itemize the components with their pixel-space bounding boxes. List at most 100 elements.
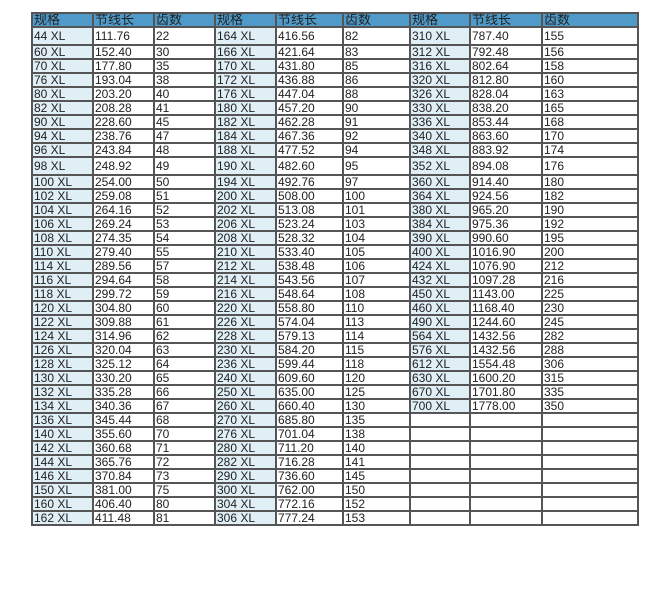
cell-spec: 576 XL — [409, 342, 471, 358]
cell-teeth: 114 — [342, 328, 411, 344]
cell-teeth: 92 — [342, 128, 411, 144]
cell-pitch-length: 883.92 — [469, 142, 543, 158]
cell-spec: 102 XL — [31, 188, 94, 204]
cell-pitch-length: 1432.56 — [469, 328, 543, 344]
table-row: 132 XL 335.28 66 250 XL 635.00 125 670 XL 1701.… — [31, 384, 639, 400]
header-pitch-length: 节线长 — [92, 12, 155, 28]
cell-pitch-length: 320.04 — [92, 342, 155, 358]
cell-spec — [409, 440, 471, 456]
cell-teeth: 160 — [541, 72, 639, 88]
cell-spec: 700 XL — [409, 398, 471, 414]
cell-pitch-length: 609.60 — [275, 370, 344, 386]
cell-teeth: 48 — [153, 142, 216, 158]
cell-pitch-length — [469, 426, 543, 442]
cell-pitch-length: 208.28 — [92, 100, 155, 116]
table-row: 76 XL 193.04 38 172 XL 436.88 86 320 XL 812.80 1… — [31, 72, 639, 88]
cell-teeth: 195 — [541, 230, 639, 246]
cell-teeth: 64 — [153, 356, 216, 372]
cell-teeth: 67 — [153, 398, 216, 414]
cell-pitch-length: 492.76 — [275, 174, 344, 190]
cell-pitch-length: 238.76 — [92, 128, 155, 144]
header-spec: 规格 — [409, 12, 471, 28]
cell-teeth: 282 — [541, 328, 639, 344]
table-row: 120 XL 304.80 60 220 XL 558.80 110 460 XL 1168.… — [31, 300, 639, 316]
cell-pitch-length: 259.08 — [92, 188, 155, 204]
cell-pitch-length: 335.28 — [92, 384, 155, 400]
cell-teeth: 152 — [342, 496, 411, 512]
cell-pitch-length — [469, 454, 543, 470]
cell-spec: 340 XL — [409, 128, 471, 144]
table-row: 126 XL 320.04 63 230 XL 584.20 115 576 XL 1432.… — [31, 342, 639, 358]
cell-pitch-length: 279.40 — [92, 244, 155, 260]
table-row: 146 XL 370.84 73 290 XL 736.60 145 — [31, 468, 639, 484]
cell-pitch-length: 599.44 — [275, 356, 344, 372]
cell-pitch-length: 990.60 — [469, 230, 543, 246]
cell-spec — [409, 468, 471, 484]
table-row: 144 XL 365.76 72 282 XL 716.28 141 — [31, 454, 639, 470]
cell-spec: 216 XL — [214, 286, 277, 302]
cell-pitch-length: 462.28 — [275, 114, 344, 130]
cell-pitch-length: 924.56 — [469, 188, 543, 204]
cell-spec: 134 XL — [31, 398, 94, 414]
cell-pitch-length: 762.00 — [275, 482, 344, 498]
cell-pitch-length: 274.35 — [92, 230, 155, 246]
cell-spec: 90 XL — [31, 114, 94, 130]
cell-spec: 80 XL — [31, 86, 94, 102]
cell-pitch-length: 523.24 — [275, 216, 344, 232]
cell-spec: 220 XL — [214, 300, 277, 316]
cell-pitch-length: 309.88 — [92, 314, 155, 330]
cell-spec: 260 XL — [214, 398, 277, 414]
cell-spec: 214 XL — [214, 272, 277, 288]
cell-spec: 240 XL — [214, 370, 277, 386]
cell-pitch-length: 304.80 — [92, 300, 155, 316]
cell-teeth: 55 — [153, 244, 216, 260]
cell-spec: 364 XL — [409, 188, 471, 204]
cell-pitch-length: 269.24 — [92, 216, 155, 232]
cell-pitch-length: 228.60 — [92, 114, 155, 130]
cell-teeth: 95 — [342, 156, 411, 176]
cell-spec: 142 XL — [31, 440, 94, 456]
cell-pitch-length: 584.20 — [275, 342, 344, 358]
table-row: 100 XL 254.00 50 194 XL 492.76 97 360 XL 914.40… — [31, 174, 639, 190]
cell-spec: 164 XL — [214, 26, 277, 46]
cell-teeth: 101 — [342, 202, 411, 218]
cell-pitch-length: 1076.90 — [469, 258, 543, 274]
table-row: 96 XL 243.84 48 188 XL 477.52 94 348 XL 883.92 1… — [31, 142, 639, 158]
cell-teeth: 105 — [342, 244, 411, 260]
cell-teeth — [541, 426, 639, 442]
cell-teeth: 306 — [541, 356, 639, 372]
cell-teeth: 41 — [153, 100, 216, 116]
cell-pitch-length: 543.56 — [275, 272, 344, 288]
cell-teeth: 61 — [153, 314, 216, 330]
cell-pitch-length: 406.40 — [92, 496, 155, 512]
cell-teeth: 110 — [342, 300, 411, 316]
cell-spec: 136 XL — [31, 412, 94, 428]
cell-spec: 184 XL — [214, 128, 277, 144]
cell-spec: 116 XL — [31, 272, 94, 288]
cell-teeth: 94 — [342, 142, 411, 158]
cell-pitch-length: 203.20 — [92, 86, 155, 102]
table-row: 44 XL 111.76 22 164 XL 416.56 82 310 XL 787.40 1… — [31, 26, 639, 46]
cell-pitch-length: 1554.48 — [469, 356, 543, 372]
cell-teeth: 192 — [541, 216, 639, 232]
cell-pitch-length: 513.08 — [275, 202, 344, 218]
cell-spec: 110 XL — [31, 244, 94, 260]
cell-teeth: 59 — [153, 286, 216, 302]
cell-teeth: 106 — [342, 258, 411, 274]
cell-teeth: 115 — [342, 342, 411, 358]
cell-teeth: 40 — [153, 86, 216, 102]
cell-teeth: 45 — [153, 114, 216, 130]
cell-pitch-length: 482.60 — [275, 156, 344, 176]
cell-pitch-length: 177.80 — [92, 58, 155, 74]
cell-teeth: 170 — [541, 128, 639, 144]
cell-teeth: 182 — [541, 188, 639, 204]
cell-spec: 236 XL — [214, 356, 277, 372]
cell-pitch-length: 457.20 — [275, 100, 344, 116]
cell-teeth: 60 — [153, 300, 216, 316]
cell-pitch-length: 416.56 — [275, 26, 344, 46]
header-teeth: 齿数 — [541, 12, 639, 28]
cell-pitch-length — [469, 496, 543, 512]
cell-spec: 190 XL — [214, 156, 277, 176]
cell-pitch-length: 355.60 — [92, 426, 155, 442]
cell-teeth: 85 — [342, 58, 411, 74]
